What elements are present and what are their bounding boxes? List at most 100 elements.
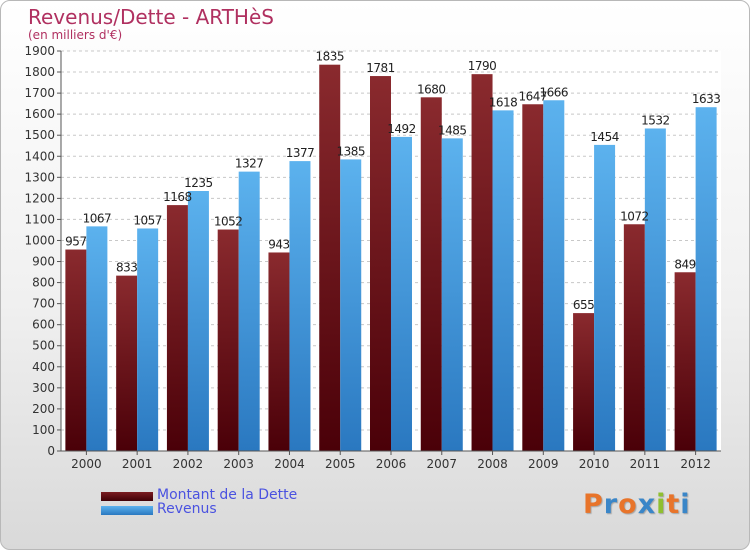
data-label-revenus: 1057	[133, 213, 162, 227]
y-tick-label: 300	[32, 381, 55, 395]
logo-letter: o	[618, 489, 638, 520]
legend-swatch-revenus	[101, 506, 153, 515]
bar-revenus	[340, 159, 362, 451]
y-tick-label: 1200	[24, 191, 55, 205]
data-label-dette: 849	[674, 257, 695, 271]
x-tick-label: 2007	[426, 457, 457, 471]
bar-dette	[674, 272, 696, 451]
x-tick-label: 2000	[71, 457, 102, 471]
x-tick-label: 2011	[630, 457, 661, 471]
bar-revenus	[594, 144, 616, 452]
data-label-dette: 833	[116, 261, 137, 275]
bar-dette	[217, 229, 239, 451]
y-tick-label: 1400	[24, 149, 55, 163]
bar-dette	[65, 249, 87, 451]
x-tick-label: 2008	[477, 457, 508, 471]
bar-revenus	[644, 128, 666, 451]
y-tick-label: 1300	[24, 170, 55, 184]
logo-letter: r	[603, 489, 619, 520]
y-tick-label: 1700	[24, 86, 55, 100]
logo-letter: i	[656, 489, 667, 520]
data-label-dette: 1680	[417, 82, 446, 96]
bar-dette	[370, 76, 391, 451]
bar-dette	[471, 74, 493, 451]
bar-dette	[268, 252, 290, 451]
bar-dette	[116, 275, 138, 451]
y-tick-label: 1000	[24, 233, 55, 247]
data-label-dette: 957	[65, 235, 86, 249]
data-label-dette: 1835	[315, 50, 344, 64]
bar-revenus	[441, 138, 463, 452]
data-label-revenus: 1618	[489, 95, 518, 109]
legend-label-revenus: Revenus	[157, 501, 217, 517]
bar-dette	[522, 104, 544, 452]
x-tick-label: 2006	[376, 457, 407, 471]
legend-label-debt: Montant de la Dette	[157, 487, 298, 503]
bar-dette	[420, 97, 442, 451]
data-label-revenus: 1067	[83, 211, 112, 225]
data-label-revenus: 1485	[438, 123, 467, 137]
y-tick-label: 900	[32, 255, 55, 269]
legend-swatch-debt	[101, 492, 153, 501]
bar-revenus	[137, 228, 159, 451]
data-label-dette: 1647	[519, 89, 548, 103]
bar-revenus	[86, 226, 108, 451]
x-tick-label: 2003	[223, 457, 254, 471]
y-tick-label: 1500	[24, 128, 55, 142]
logo-letter: x	[637, 489, 657, 520]
x-tick-label: 2002	[173, 457, 204, 471]
proxiti-logo: Proxiti	[583, 489, 691, 520]
bar-revenus	[391, 136, 412, 452]
bar-revenus	[543, 100, 565, 452]
data-label-revenus: 1235	[184, 176, 213, 190]
y-tick-label: 100	[32, 423, 55, 437]
y-tick-label: 600	[32, 318, 55, 332]
data-label-dette: 655	[573, 298, 594, 312]
y-tick-label: 700	[32, 297, 55, 311]
bar-dette	[573, 313, 595, 451]
x-tick-label: 2009	[528, 457, 559, 471]
y-tick-label: 800	[32, 276, 55, 290]
y-tick-label: 500	[32, 339, 55, 353]
bar-dette	[319, 64, 341, 452]
data-label-dette: 1052	[214, 215, 243, 229]
bar-dette	[623, 224, 645, 451]
data-label-revenus: 1454	[590, 130, 619, 144]
data-label-revenus: 1666	[540, 85, 569, 99]
data-label-dette: 1790	[468, 59, 497, 73]
data-label-dette: 1781	[366, 61, 395, 75]
bar-revenus	[289, 161, 311, 451]
x-tick-label: 2005	[325, 457, 356, 471]
y-tick-label: 0	[47, 444, 55, 458]
data-label-dette: 943	[268, 237, 289, 251]
chart-subtitle: (en milliers d'€)	[28, 28, 123, 42]
bar-revenus	[492, 110, 514, 452]
data-label-revenus: 1532	[641, 113, 670, 127]
y-tick-label: 400	[32, 360, 55, 374]
x-tick-label: 2010	[579, 457, 610, 471]
chart-title: Revenus/Dette - ARTHèS	[28, 5, 274, 29]
data-label-revenus: 1633	[692, 92, 721, 106]
logo-letter: t	[666, 489, 681, 520]
y-tick-label: 1900	[24, 44, 55, 58]
bar-dette	[166, 205, 188, 451]
data-label-revenus: 1492	[387, 122, 416, 136]
logo-letter: i	[680, 489, 691, 520]
x-tick-label: 2004	[274, 457, 305, 471]
y-tick-label: 1800	[24, 65, 55, 79]
x-tick-label: 2012	[680, 457, 711, 471]
y-tick-label: 200	[32, 402, 55, 416]
bar-revenus	[695, 107, 717, 452]
y-tick-label: 1600	[24, 107, 55, 121]
bar-revenus	[238, 171, 260, 451]
y-tick-label: 1100	[24, 212, 55, 226]
data-label-revenus: 1385	[336, 144, 365, 158]
logo-letter: P	[583, 489, 604, 520]
data-label-revenus: 1377	[286, 146, 315, 160]
x-tick-label: 2001	[122, 457, 153, 471]
data-label-dette: 1072	[620, 209, 649, 223]
bar-revenus	[187, 191, 209, 451]
data-label-dette: 1168	[163, 190, 192, 204]
